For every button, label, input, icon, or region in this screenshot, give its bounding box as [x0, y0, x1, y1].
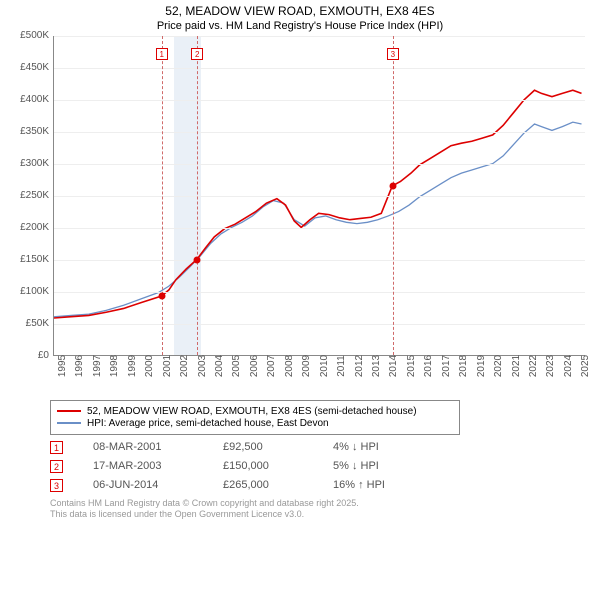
- series-hpi: [54, 122, 582, 317]
- gridline: [54, 228, 585, 229]
- x-axis-label: 2017: [441, 351, 452, 381]
- sales-diff: 5% ↓ HPI: [333, 460, 413, 472]
- gridline: [54, 260, 585, 261]
- x-axis-label: 2001: [162, 351, 173, 381]
- chart-container: 52, MEADOW VIEW ROAD, EXMOUTH, EX8 4ES P…: [0, 0, 600, 590]
- legend-row: HPI: Average price, semi-detached house,…: [57, 418, 453, 429]
- chart-title-line2: Price paid vs. HM Land Registry's House …: [8, 20, 592, 32]
- gridline: [54, 36, 585, 37]
- series-property: [54, 90, 582, 318]
- x-axis-label: 2006: [249, 351, 260, 381]
- attribution: Contains HM Land Registry data © Crown c…: [50, 498, 592, 521]
- x-axis-label: 1995: [57, 351, 68, 381]
- x-axis-label: 2008: [284, 351, 295, 381]
- y-axis-label: £50K: [15, 318, 49, 329]
- sales-price: £150,000: [223, 460, 303, 472]
- gridline: [54, 132, 585, 133]
- x-axis-label: 2003: [197, 351, 208, 381]
- gridline: [54, 100, 585, 101]
- x-axis-label: 2013: [371, 351, 382, 381]
- y-axis-label: £350K: [15, 126, 49, 137]
- y-axis-label: £150K: [15, 254, 49, 265]
- sales-date: 17-MAR-2003: [93, 460, 193, 472]
- x-axis-label: 2004: [214, 351, 225, 381]
- sales-idx: 2: [50, 460, 63, 473]
- sale-vline: [197, 36, 198, 355]
- sales-date: 06-JUN-2014: [93, 479, 193, 491]
- x-axis-label: 2014: [388, 351, 399, 381]
- y-axis-label: £250K: [15, 190, 49, 201]
- x-axis-label: 2016: [423, 351, 434, 381]
- sales-price: £92,500: [223, 441, 303, 453]
- sales-diff: 16% ↑ HPI: [333, 479, 413, 491]
- plot-region: 1 2 3: [53, 36, 585, 356]
- y-axis-label: £300K: [15, 158, 49, 169]
- x-axis-label: 1999: [127, 351, 138, 381]
- sale-point: [389, 182, 396, 189]
- attribution-line1: Contains HM Land Registry data © Crown c…: [50, 498, 592, 510]
- x-axis-label: 2015: [406, 351, 417, 381]
- sales-row: 1 08-MAR-2001 £92,500 4% ↓ HPI: [50, 441, 592, 454]
- sale-marker-box: 3: [387, 48, 399, 60]
- x-axis-label: 2007: [266, 351, 277, 381]
- x-axis-label: 2005: [231, 351, 242, 381]
- gridline: [54, 324, 585, 325]
- sales-idx: 3: [50, 479, 63, 492]
- sale-marker-box: 1: [156, 48, 168, 60]
- x-axis-label: 2012: [354, 351, 365, 381]
- x-axis-label: 2010: [319, 351, 330, 381]
- sales-table: 1 08-MAR-2001 £92,500 4% ↓ HPI 2 17-MAR-2003 £…: [50, 441, 592, 492]
- x-axis-label: 2021: [511, 351, 522, 381]
- sales-idx: 1: [50, 441, 63, 454]
- x-axis-label: 2022: [528, 351, 539, 381]
- sale-vline: [393, 36, 394, 355]
- chart-area: 1 2 3 £0 £50K £100K £150K £200K £250K £300K £350K…: [15, 36, 585, 394]
- legend-label: HPI: Average price, semi-detached house,…: [87, 418, 329, 429]
- y-axis-label: £450K: [15, 62, 49, 73]
- y-axis-label: £0: [15, 350, 49, 361]
- legend-label: 52, MEADOW VIEW ROAD, EXMOUTH, EX8 4ES (…: [87, 406, 417, 417]
- y-axis-label: £400K: [15, 94, 49, 105]
- y-axis-label: £200K: [15, 222, 49, 233]
- x-axis-label: 2018: [458, 351, 469, 381]
- x-axis-label: 1998: [109, 351, 120, 381]
- gridline: [54, 164, 585, 165]
- x-axis-label: 2023: [545, 351, 556, 381]
- x-axis-label: 2019: [476, 351, 487, 381]
- sales-diff: 4% ↓ HPI: [333, 441, 413, 453]
- x-axis-label: 2000: [144, 351, 155, 381]
- sale-point: [194, 256, 201, 263]
- sales-price: £265,000: [223, 479, 303, 491]
- y-axis-label: £500K: [15, 30, 49, 41]
- chart-title-line1: 52, MEADOW VIEW ROAD, EXMOUTH, EX8 4ES: [8, 4, 592, 20]
- sales-date: 08-MAR-2001: [93, 441, 193, 453]
- legend-swatch: [57, 422, 81, 424]
- x-axis-label: 2025: [580, 351, 591, 381]
- x-axis-label: 2002: [179, 351, 190, 381]
- attribution-line2: This data is licensed under the Open Gov…: [50, 509, 592, 521]
- sale-vline: [162, 36, 163, 355]
- x-axis-label: 2024: [563, 351, 574, 381]
- gridline: [54, 292, 585, 293]
- x-axis-label: 2009: [301, 351, 312, 381]
- sale-point: [158, 293, 165, 300]
- x-axis-label: 1996: [74, 351, 85, 381]
- sale-marker-box: 2: [191, 48, 203, 60]
- legend-row: 52, MEADOW VIEW ROAD, EXMOUTH, EX8 4ES (…: [57, 406, 453, 417]
- sales-row: 2 17-MAR-2003 £150,000 5% ↓ HPI: [50, 460, 592, 473]
- x-axis-label: 2020: [493, 351, 504, 381]
- x-axis-label: 2011: [336, 351, 347, 381]
- gridline: [54, 68, 585, 69]
- gridline: [54, 196, 585, 197]
- x-axis-label: 1997: [92, 351, 103, 381]
- legend-swatch: [57, 410, 81, 412]
- y-axis-label: £100K: [15, 286, 49, 297]
- legend-box: 52, MEADOW VIEW ROAD, EXMOUTH, EX8 4ES (…: [50, 400, 460, 435]
- sales-row: 3 06-JUN-2014 £265,000 16% ↑ HPI: [50, 479, 592, 492]
